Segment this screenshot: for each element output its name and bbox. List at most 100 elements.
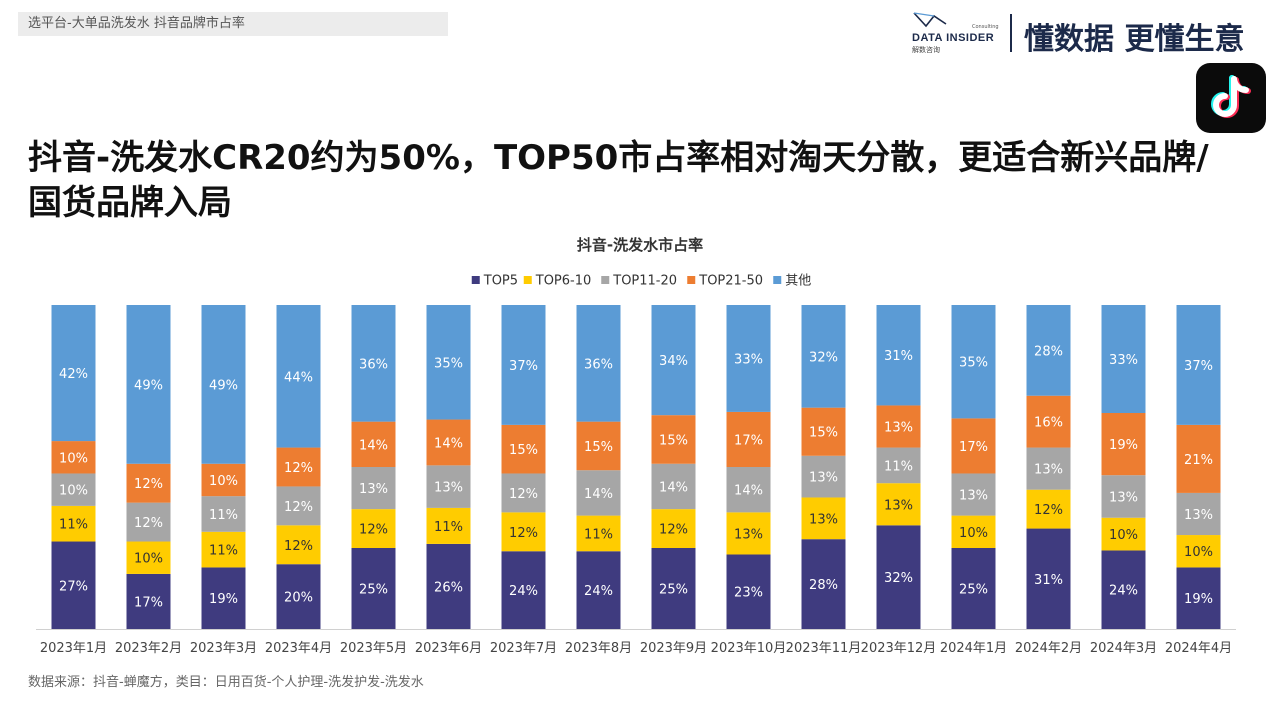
bar-segment (1176, 305, 1221, 425)
bar-segment (501, 551, 546, 629)
bar-segment (201, 567, 246, 629)
data-label: 14% (584, 487, 613, 502)
logo-consulting-text: Consulting (972, 24, 999, 30)
legend-swatch (773, 276, 782, 284)
x-tick-label: 2023年2月 (115, 641, 182, 656)
logo-mark-icon (913, 12, 947, 28)
bar-segment (951, 305, 996, 419)
chart-title: 抖音-洗发水市占率 (577, 236, 703, 254)
data-label: 12% (134, 477, 163, 492)
legend-label: 其他 (785, 274, 811, 289)
x-tick-label: 2023年8月 (565, 641, 632, 656)
data-label: 13% (734, 527, 763, 542)
bar-segment (1101, 305, 1146, 413)
data-label: 12% (284, 461, 313, 476)
legend-label: TOP11-20 (612, 274, 677, 289)
data-label: 10% (59, 451, 88, 466)
x-tick-label: 2023年11月 (786, 641, 862, 656)
bar-segment (951, 418, 996, 474)
data-label: 36% (359, 357, 388, 372)
data-label: 13% (959, 489, 988, 504)
data-label: 25% (959, 583, 988, 598)
x-tick-label: 2024年2月 (1015, 641, 1082, 656)
data-label: 15% (584, 440, 613, 455)
bar-segment (1026, 489, 1071, 529)
bar-segment (801, 455, 846, 498)
data-label: 32% (884, 571, 913, 586)
data-label: 32% (809, 350, 838, 365)
bar-segment (426, 543, 471, 629)
bar-segment (576, 305, 621, 422)
bar-segment (201, 496, 246, 532)
bar-segment (351, 305, 396, 422)
bar-segment (876, 483, 921, 526)
data-label: 12% (1034, 503, 1063, 518)
bar-segment (726, 467, 771, 513)
data-label: 17% (959, 440, 988, 455)
bar-segment (201, 531, 246, 568)
data-label: 11% (209, 508, 238, 523)
data-label: 13% (884, 498, 913, 513)
bar-segment (276, 305, 321, 448)
bar-segment (201, 305, 246, 464)
data-label: 12% (134, 516, 163, 531)
data-label: 27% (59, 579, 88, 594)
bar-segment (51, 441, 96, 474)
bar-segment (651, 463, 696, 510)
bar-segment (801, 539, 846, 629)
bar-segment (426, 419, 471, 466)
bar-segment (351, 421, 396, 467)
data-label: 15% (659, 433, 688, 448)
data-label: 12% (509, 526, 538, 541)
bar-segment (801, 305, 846, 408)
bar-segment (126, 463, 171, 503)
bar-segment (951, 473, 996, 516)
data-label: 13% (809, 471, 838, 486)
logo-text: DATA INSIDER (912, 32, 995, 44)
legend-label: TOP5 (483, 274, 518, 289)
x-tick-label: 2023年6月 (415, 641, 482, 656)
bar-segment (651, 305, 696, 416)
data-label: 19% (209, 592, 238, 607)
bar-segment (651, 415, 696, 464)
data-label: 10% (134, 552, 163, 567)
bar-segment (276, 447, 321, 487)
bar-segment (801, 497, 846, 540)
data-label: 13% (884, 421, 913, 436)
bar-segment (1101, 550, 1146, 629)
bar-segment (276, 525, 321, 565)
data-label: 24% (584, 584, 613, 599)
data-label: 35% (959, 356, 988, 371)
data-label: 14% (734, 484, 763, 499)
data-label: 13% (1184, 508, 1213, 523)
data-label: 37% (509, 359, 538, 374)
breadcrumb: 选平台-大单品洗发水 抖音品牌市占率 (18, 12, 448, 36)
bar-segment (576, 470, 621, 516)
data-label: 28% (809, 578, 838, 593)
x-tick-label: 2023年10月 (711, 641, 787, 656)
data-label: 13% (359, 482, 388, 497)
bar-segment (1101, 413, 1146, 476)
data-label: 19% (1184, 592, 1213, 607)
data-label: 44% (284, 370, 313, 385)
data-label: 19% (1109, 438, 1138, 453)
bar-segment (1176, 424, 1221, 493)
data-label: 10% (209, 474, 238, 489)
data-label: 13% (434, 481, 463, 496)
data-label: 13% (1109, 490, 1138, 505)
data-label: 28% (1034, 344, 1063, 359)
data-label: 25% (359, 583, 388, 598)
bar-segment (51, 473, 96, 506)
data-label: 13% (809, 512, 838, 527)
x-tick-label: 2024年3月 (1090, 641, 1157, 656)
x-tick-label: 2023年3月 (190, 641, 257, 656)
data-label: 35% (434, 356, 463, 371)
data-label: 31% (1034, 573, 1063, 588)
bar-segment (651, 509, 696, 548)
x-tick-label: 2023年7月 (490, 641, 557, 656)
x-tick-label: 2024年4月 (1165, 641, 1232, 656)
x-tick-label: 2023年9月 (640, 641, 707, 656)
data-label: 12% (659, 523, 688, 538)
data-label: 11% (59, 518, 88, 533)
data-label: 49% (209, 378, 238, 393)
